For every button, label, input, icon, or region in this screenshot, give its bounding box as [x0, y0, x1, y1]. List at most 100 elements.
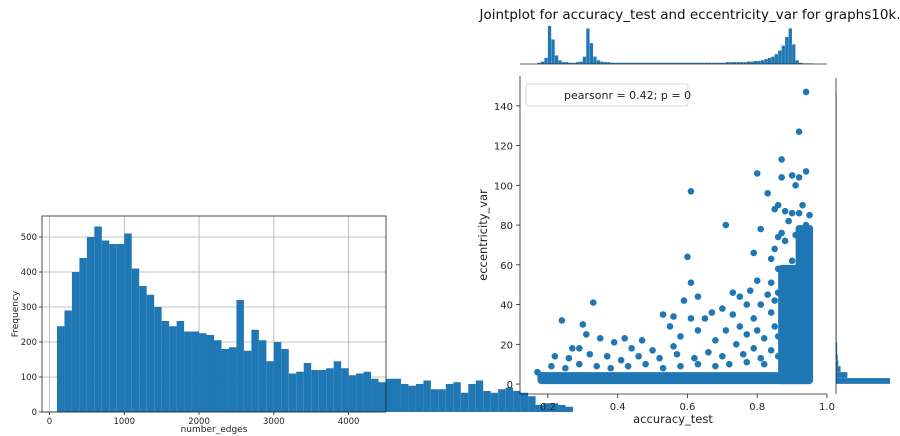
- histogram-bar: [169, 326, 177, 412]
- scatter-point: [586, 350, 594, 358]
- top-marginal-bar: [753, 60, 758, 64]
- top-marginal-bar: [561, 62, 566, 64]
- histogram-bar: [251, 329, 259, 412]
- histogram-x-ticks: 0 1000 2000 3000 4000: [47, 412, 360, 427]
- histogram-bar: [513, 391, 521, 412]
- top-marginal-bar: [638, 62, 642, 64]
- top-marginal-bar: [642, 62, 646, 64]
- top-marginal-bar: [774, 54, 778, 64]
- histogram-bar: [550, 403, 558, 412]
- scatter-point: [781, 343, 789, 350]
- top-marginal-bar: [568, 62, 573, 64]
- histogram-bar: [430, 389, 439, 412]
- scatter-point: [659, 311, 667, 318]
- scatter-point: [687, 187, 695, 195]
- jointplot-y-tick-label: 60: [500, 261, 513, 272]
- scatter-point: [694, 293, 702, 300]
- scatter-point: [799, 305, 806, 312]
- scatter-point: [736, 293, 744, 300]
- jointplot-title: Jointplot for accuracy_test and eccentri…: [478, 7, 900, 23]
- top-marginal-bar: [540, 61, 545, 64]
- scatter-point: [743, 301, 751, 308]
- scatter-point: [712, 362, 719, 370]
- jointplot-y-tick-label: 100: [494, 181, 513, 192]
- scatter-point: [806, 211, 813, 219]
- scatter-point: [757, 225, 765, 233]
- jointplot-y-label: eccentricity_var: [476, 189, 490, 281]
- scatter-point: [792, 182, 799, 189]
- right-marginal-bar: [836, 360, 839, 366]
- scatter-point: [788, 307, 796, 314]
- jointplot-y-tick-label: 40: [500, 301, 513, 312]
- histogram-bar: [475, 380, 484, 412]
- top-marginal-bar: [788, 28, 792, 64]
- scatter-point: [687, 279, 695, 287]
- scatter-point: [778, 281, 785, 288]
- histogram-bar: [116, 244, 125, 412]
- jointplot-y-tick-label: 20: [500, 340, 513, 351]
- scatter-point: [743, 331, 751, 338]
- scatter-point: [799, 201, 806, 209]
- scatter-point: [582, 331, 590, 338]
- histogram-bar: [326, 368, 334, 412]
- scatter-point: [610, 339, 618, 346]
- top-marginal-bar: [547, 26, 552, 64]
- histogram-x-tick-label: 3000: [263, 417, 285, 427]
- histogram-bar: [505, 387, 514, 412]
- scatter-point: [603, 352, 611, 360]
- scatter-point: [799, 225, 806, 233]
- scatter-point: [659, 364, 667, 372]
- scatter-point: [781, 299, 789, 306]
- top-marginal-bar: [628, 62, 632, 64]
- scatter-point: [753, 327, 761, 334]
- top-marginal-bar: [683, 62, 688, 64]
- histogram-x-tick-label: 4000: [338, 417, 360, 427]
- histogram-bar: [176, 321, 185, 412]
- histogram-bar: [378, 382, 386, 412]
- scatter-point: [750, 315, 758, 322]
- top-marginal-bar: [603, 62, 608, 64]
- scatter-points: [534, 88, 813, 376]
- top-marginal-bar: [781, 45, 785, 64]
- scatter-point: [624, 362, 632, 370]
- top-marginal-bar: [579, 61, 583, 64]
- scatter-point: [785, 321, 792, 328]
- top-marginal-bar: [589, 43, 594, 64]
- top-marginal-histogram: [537, 26, 813, 64]
- scatter-point: [562, 364, 569, 372]
- histogram-bar: [64, 310, 72, 412]
- jointplot-y-tick-label: 0: [507, 380, 513, 391]
- top-marginal-bar: [687, 62, 691, 64]
- scatter-point: [576, 360, 583, 368]
- histogram-bar: [445, 384, 454, 412]
- legend-box: [525, 83, 689, 107]
- top-marginal-bar: [663, 62, 667, 64]
- top-marginal-bar: [610, 62, 614, 64]
- top-marginal-bar: [722, 62, 726, 64]
- scatter-point: [534, 368, 541, 376]
- top-marginal-bar: [652, 62, 656, 64]
- top-marginal-bar: [792, 44, 796, 64]
- scatter-point: [732, 341, 740, 348]
- histogram-bar: [56, 326, 65, 412]
- scatter-point: [792, 287, 799, 294]
- scatter-point: [795, 267, 803, 275]
- histogram-bar: [221, 349, 229, 412]
- scatter-point: [694, 360, 702, 368]
- jointplot-x-tick-label: 0.8: [749, 402, 765, 413]
- scatter-point: [757, 354, 765, 362]
- top-marginal-bar: [537, 62, 541, 64]
- scatter-point: [767, 346, 775, 354]
- scatter-point: [806, 261, 813, 269]
- histogram-bar: [139, 286, 147, 412]
- top-marginal-bar: [586, 28, 590, 64]
- histogram-y-ticks: 0 100 200 300 400 500: [21, 233, 42, 418]
- top-marginal-bar: [666, 62, 670, 64]
- top-marginal-bar: [680, 62, 684, 64]
- scatter-point: [617, 356, 625, 364]
- histogram-bar: [266, 361, 274, 412]
- top-marginal-bar: [767, 57, 771, 64]
- histogram-bar: [565, 406, 573, 412]
- histogram-bar: [543, 403, 551, 412]
